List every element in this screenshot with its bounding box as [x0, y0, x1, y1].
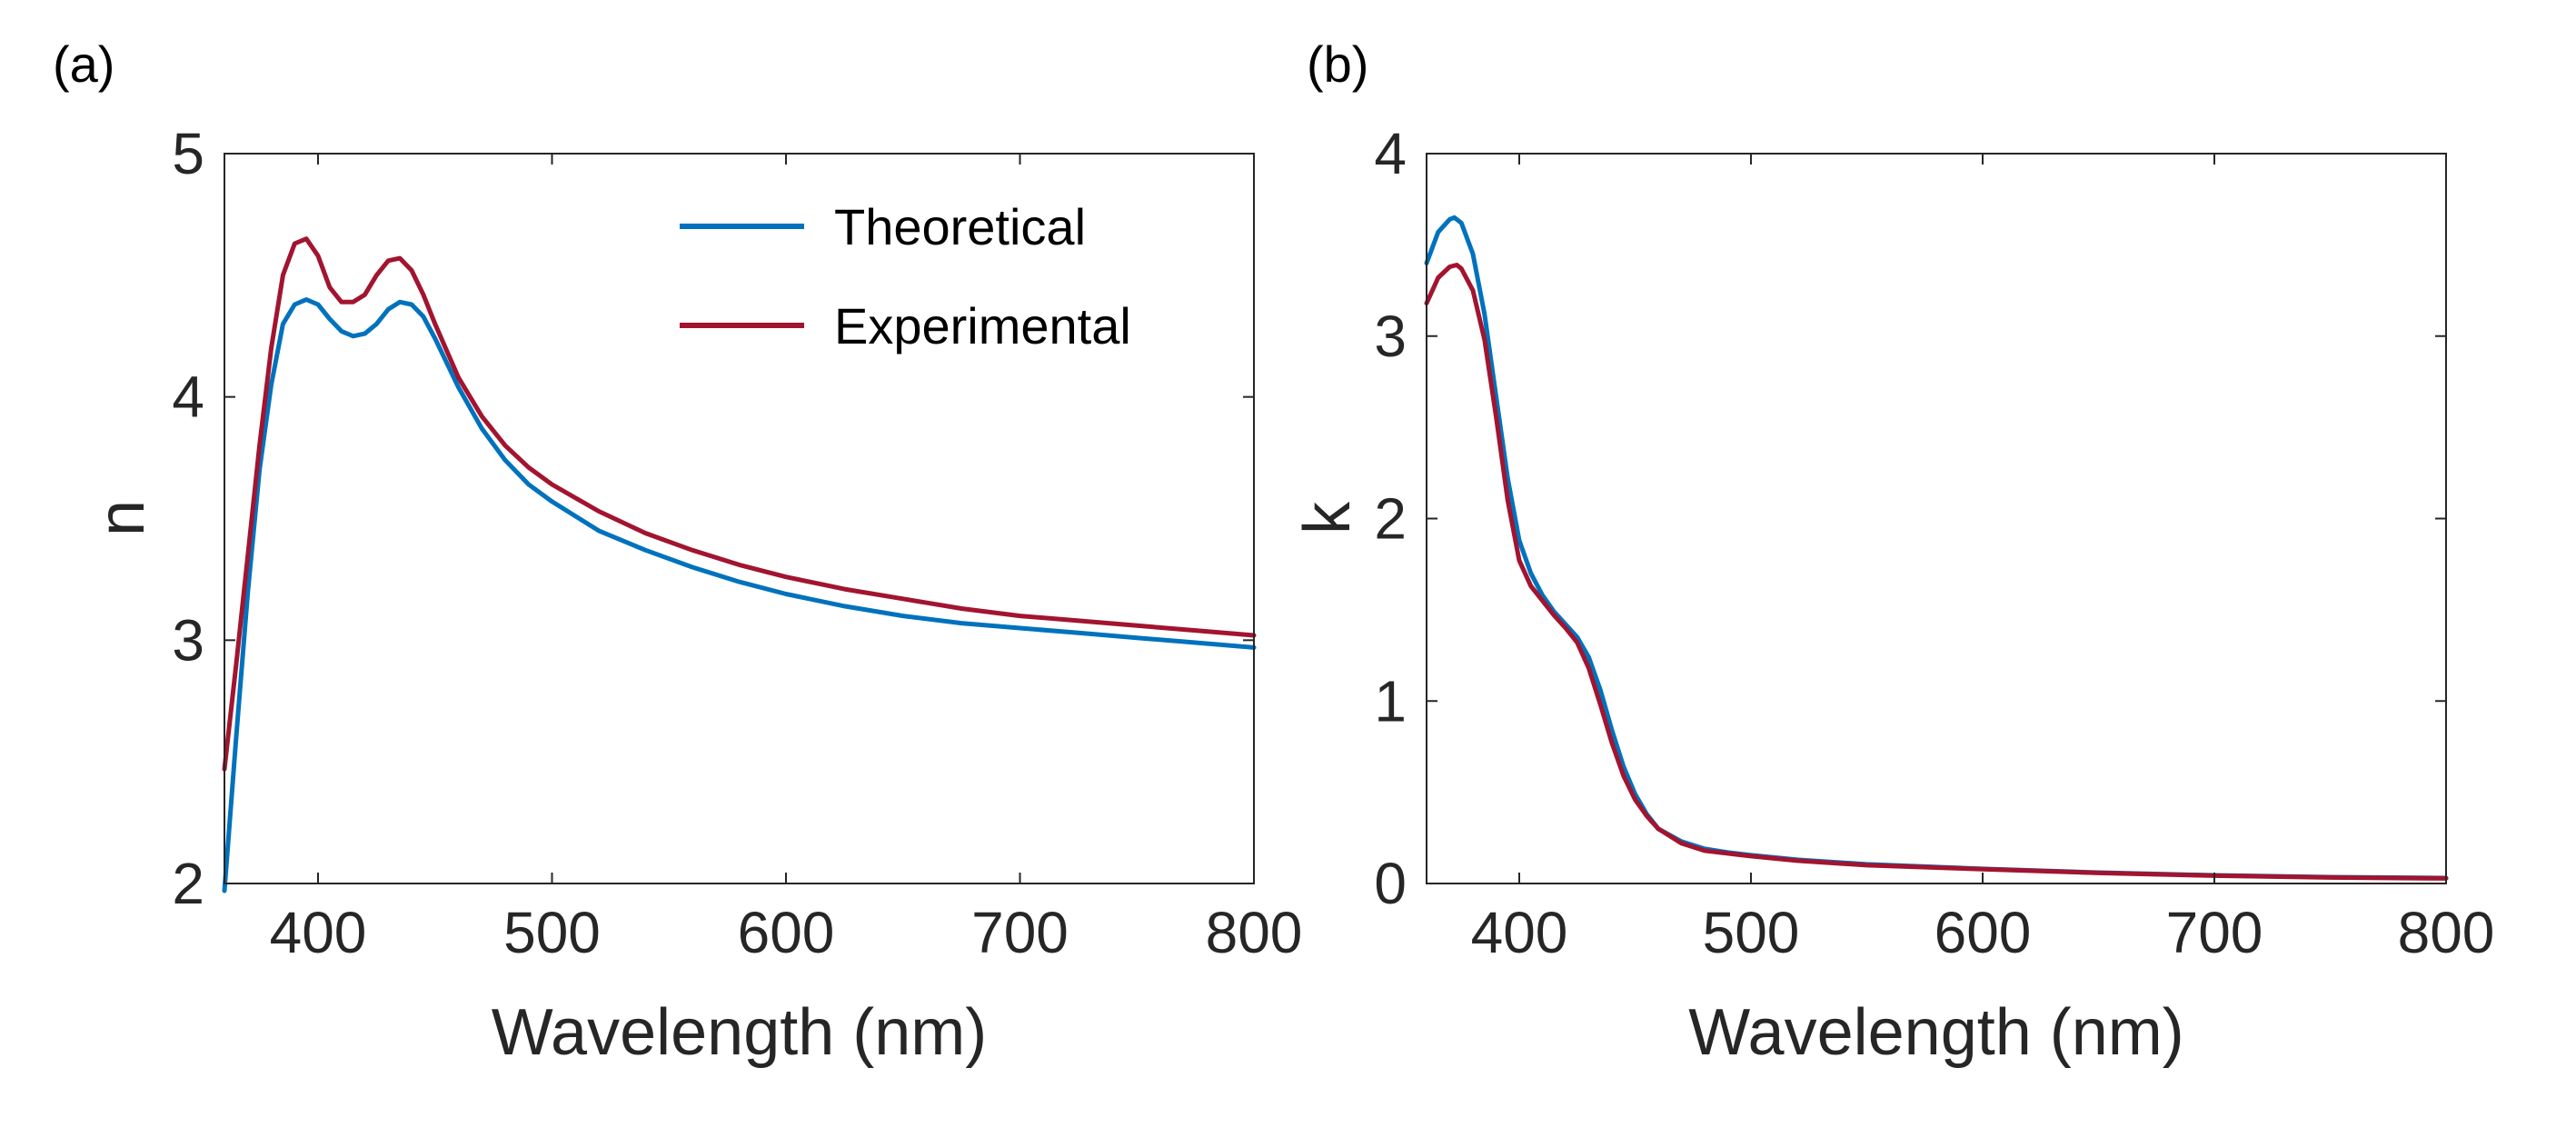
- legend-label-theoretical: Theoretical: [834, 198, 1086, 255]
- panel-a-y-tick-label-5: 5: [172, 121, 204, 186]
- panel-b-y-tick-label-1: 1: [1374, 668, 1407, 734]
- panel-b-y-tick-label-3: 3: [1374, 304, 1407, 369]
- legend-label-experimental: Experimental: [834, 297, 1131, 354]
- panel-b-x-tick-label-500: 500: [1703, 900, 1800, 965]
- panel-b-series-theoretical-line: [1424, 215, 2449, 881]
- panel-b-x-tick-label-400: 400: [1471, 900, 1568, 965]
- panel-a-plot-frame: [224, 153, 1255, 884]
- panel-a-y-axis-title: n: [85, 500, 158, 536]
- panel-b-chart: (b) 400 500 600 700 800 0 1 2 3 4 Wavelength (nm)…: [1291, 35, 2494, 1069]
- panel-b-x-tick-label-600: 600: [1934, 900, 2032, 965]
- panel-b-y-tick-label-2: 2: [1374, 486, 1407, 552]
- panel-b-x-tick-label-700: 700: [2166, 900, 2263, 965]
- panel-a-y-tick-label-4: 4: [172, 364, 204, 430]
- panel-b-series-layer: [1424, 215, 2449, 881]
- panel-a-x-axis-title: Wavelength (nm): [492, 996, 988, 1069]
- panel-a-legend: Theoretical Experimental: [680, 198, 1131, 354]
- panel-a-series-layer: [222, 236, 1257, 893]
- panel-b-ticks: 400 500 600 700 800 0 1 2 3 4: [1374, 121, 2494, 965]
- panel-a-x-tick-label-800: 800: [1206, 900, 1303, 965]
- panel-a-x-tick-label-600: 600: [738, 900, 835, 965]
- panel-b-y-axis-title: k: [1291, 501, 1364, 534]
- panel-b-y-tick-label-4: 4: [1374, 121, 1407, 186]
- panel-label-b: (b): [1307, 35, 1368, 93]
- panel-a-x-tick-label-700: 700: [971, 900, 1069, 965]
- panel-b-x-tick-label-800: 800: [2398, 900, 2495, 965]
- panel-a-x-tick-label-400: 400: [270, 900, 367, 965]
- panel-a-series-experimental-line: [222, 236, 1257, 772]
- panel-a-x-tick-label-500: 500: [503, 900, 601, 965]
- panel-a-series-theoretical-line: [222, 297, 1257, 893]
- panel-a-y-tick-label-2: 2: [172, 851, 204, 916]
- panel-b-x-axis-title: Wavelength (nm): [1688, 996, 2184, 1069]
- panel-a-y-tick-label-3: 3: [172, 607, 204, 673]
- panel-b-y-tick-label-0: 0: [1374, 851, 1407, 916]
- panel-a-ticks: 400 500 600 700 800 2 3 4 5: [172, 121, 1302, 965]
- panel-b-series-experimental-line: [1424, 263, 2449, 881]
- panel-label-a: (a): [53, 35, 114, 93]
- panel-b-plot-frame: [1426, 153, 2447, 884]
